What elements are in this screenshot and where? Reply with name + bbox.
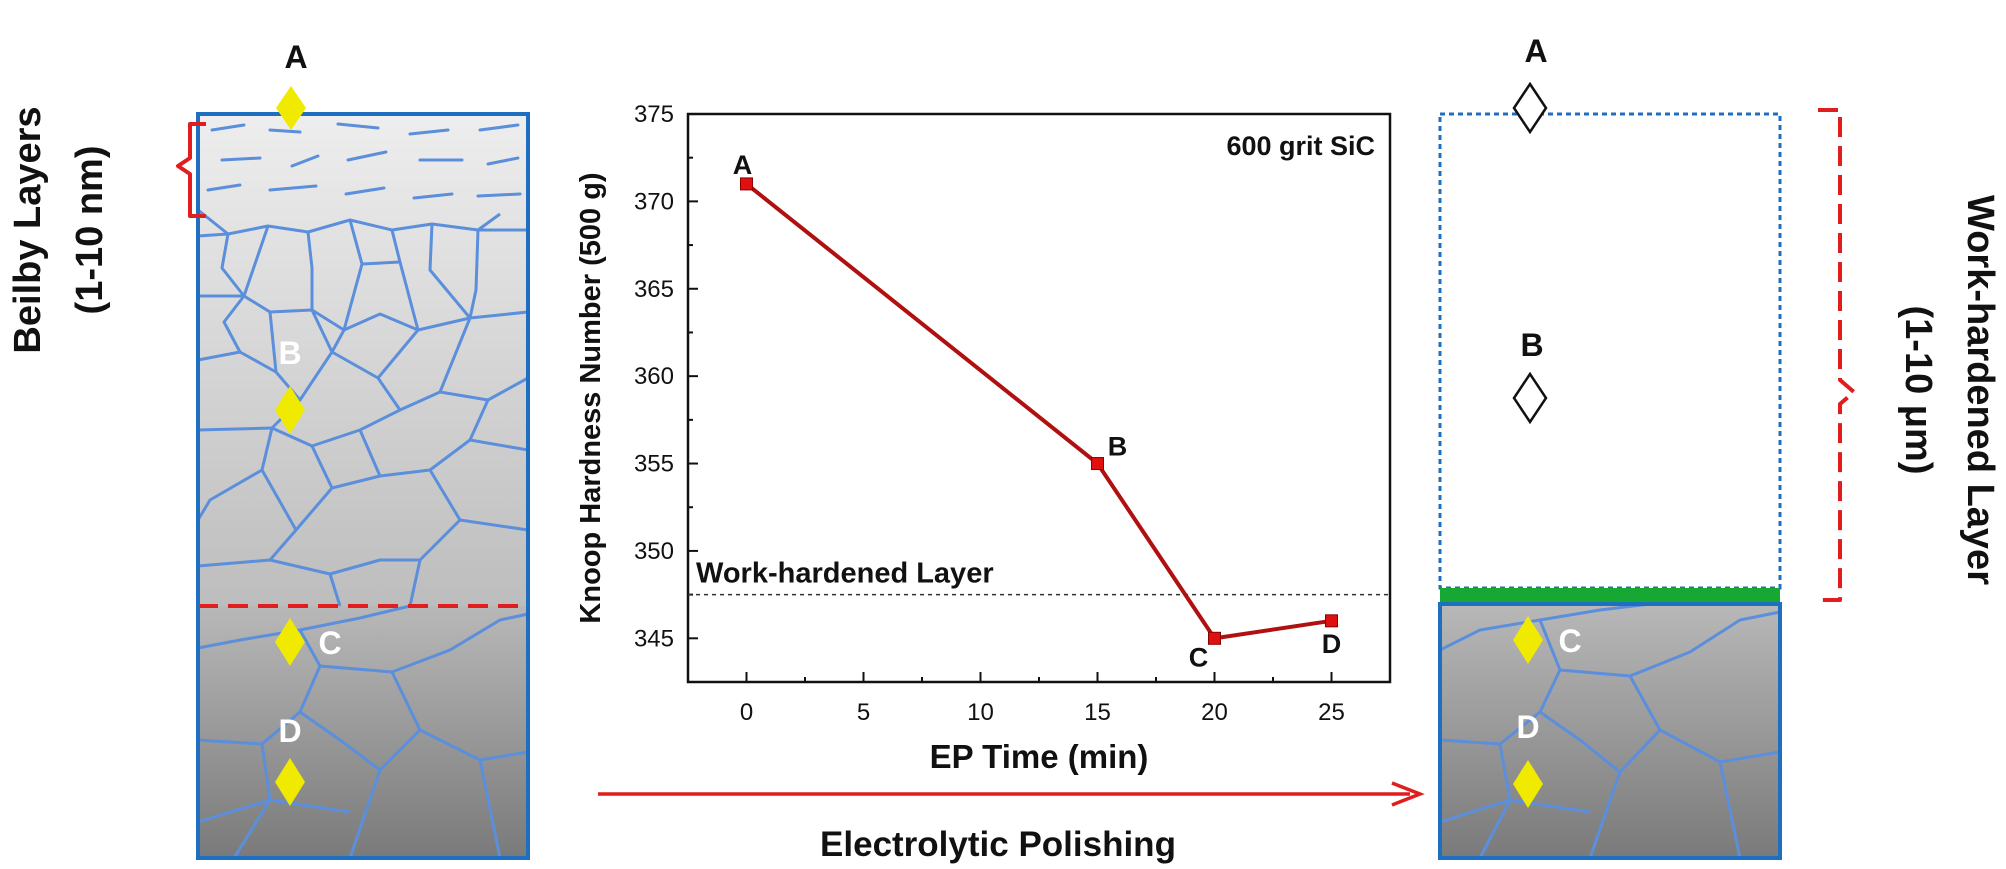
left-point-d-diamond	[275, 758, 305, 806]
coarse-grain-network-left	[197, 604, 529, 859]
process-arrowhead	[1391, 781, 1425, 807]
removed-layer-frame	[1438, 112, 1782, 590]
series-marker	[1091, 457, 1104, 471]
chart-annotation: 600 grit SiC	[1226, 131, 1375, 161]
left-point-c-diamond	[275, 618, 305, 666]
left-point-a-diamond	[276, 86, 306, 130]
x-tick-label: 15	[1084, 699, 1111, 726]
beilby-label-line2: (1-10 nm)	[69, 146, 111, 315]
chart-plot-frame	[686, 112, 1392, 684]
left-point-d-label: D	[278, 713, 301, 749]
left-panel: Beilby Layers (1-10 nm) A B C D	[7, 39, 530, 860]
x-tick-label: 10	[967, 699, 994, 726]
point-label: C	[1189, 642, 1209, 672]
series-line	[745, 182, 1332, 641]
coarse-grain-network-right	[1439, 602, 1781, 859]
fine-grain-network	[196, 208, 529, 607]
x-tick-label: 25	[1318, 699, 1345, 726]
left-point-b-label: B	[278, 335, 301, 371]
right-point-b-diamond	[1512, 371, 1548, 425]
right-point-a-label: A	[1524, 33, 1547, 69]
x-tick-label: 5	[857, 699, 870, 726]
process-arrow-group: Electrolytic Polishing	[598, 781, 1425, 864]
right-point-c-diamond	[1513, 616, 1543, 664]
left-point-b-diamond	[275, 386, 305, 434]
beilby-label-line1: Beilby Layers	[7, 106, 49, 353]
beilby-side-label: Beilby Layers (1-10 nm)	[7, 106, 111, 353]
x-tick-label: 0	[740, 699, 753, 726]
point-label: B	[1108, 432, 1128, 462]
work-hardened-label-line1: Work-hardened Layer	[1959, 195, 2001, 585]
y-tick-label: 365	[634, 276, 674, 303]
beilby-dashes	[206, 122, 522, 200]
right-point-c-label: C	[1558, 623, 1581, 659]
series-points: A B C D	[733, 150, 1342, 672]
point-label: D	[1322, 629, 1342, 659]
point-label: A	[733, 150, 753, 180]
y-axis-label: Knoop Hardness Number (500 g)	[575, 172, 607, 623]
y-tick-label: 370	[634, 188, 674, 215]
series-marker	[1208, 631, 1221, 645]
right-point-b-label: B	[1520, 327, 1543, 363]
polished-surface-layer	[1440, 588, 1780, 604]
left-specimen-frame	[196, 112, 530, 860]
x-tick-label: 20	[1201, 699, 1228, 726]
series-marker	[740, 177, 753, 191]
beilby-bracket	[176, 122, 206, 218]
right-point-a-diamond	[1512, 81, 1548, 135]
left-point-c-label: C	[318, 625, 341, 661]
reference-line-label: Work-hardened Layer	[696, 558, 994, 590]
left-deformed-zone	[198, 114, 528, 606]
work-hardened-side-label: Work-hardened Layer (1-10 μm)	[1897, 195, 2001, 585]
y-tick-label: 350	[634, 538, 674, 565]
y-tick-label: 345	[634, 625, 674, 652]
work-hardened-label-line2: (1-10 μm)	[1897, 306, 1939, 475]
chart-ticks: 0 5 10 15 20 25 345 350 355 360 365 370 375	[634, 101, 1345, 726]
process-label: Electrolytic Polishing	[820, 825, 1176, 864]
right-panel: Work-hardened Layer (1-10 μm) A B C D	[1438, 33, 2001, 860]
y-tick-label: 375	[634, 101, 674, 128]
left-point-a-label: A	[284, 39, 307, 75]
y-tick-label: 360	[634, 363, 674, 390]
right-specimen-frame	[1438, 602, 1782, 860]
right-point-d-label: D	[1516, 709, 1539, 745]
hardness-chart: 0 5 10 15 20 25 345 350 355 360 365 370 375 Work-har…	[575, 101, 1392, 775]
work-hardened-bracket	[1818, 108, 1856, 602]
right-bulk-zone	[1440, 604, 1780, 858]
y-tick-label: 355	[634, 451, 674, 478]
x-axis-label: EP Time (min)	[930, 738, 1149, 775]
right-point-d-diamond	[1513, 760, 1543, 808]
series-marker	[1325, 614, 1338, 628]
